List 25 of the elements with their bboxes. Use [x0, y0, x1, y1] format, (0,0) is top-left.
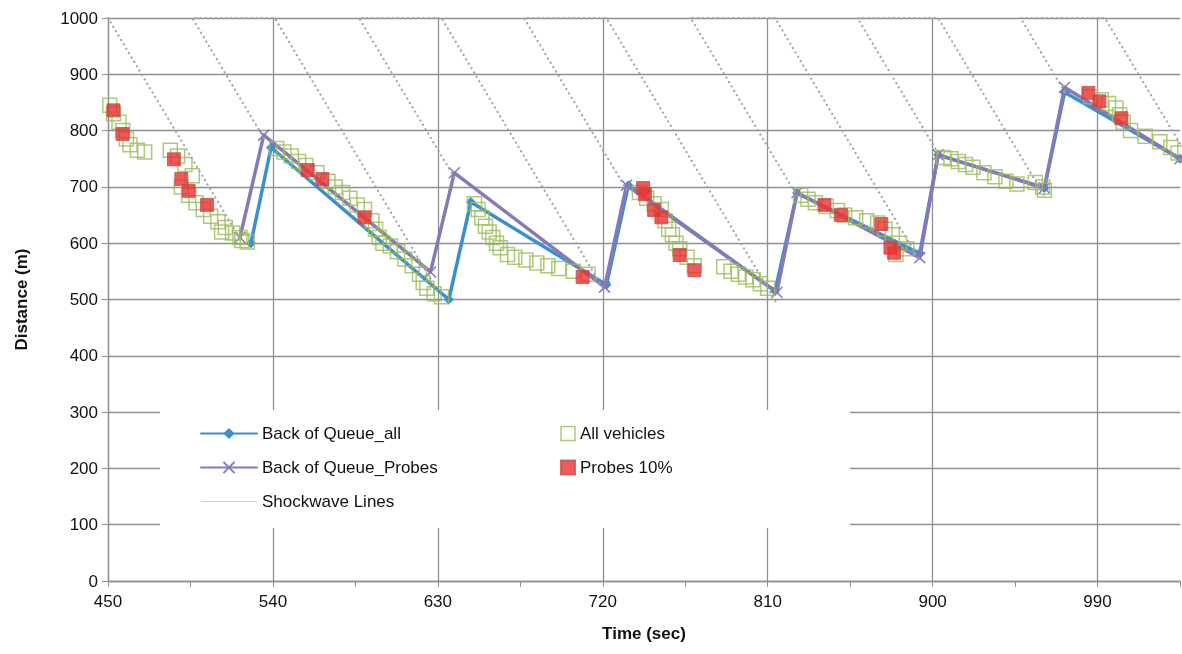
y-tick-label: 1000 [60, 8, 98, 28]
x-axis-title: Time (sec) [602, 624, 686, 643]
y-tick-label: 0 [88, 571, 98, 591]
x-tick-label: 810 [753, 592, 782, 611]
y-tick-label: 200 [69, 458, 98, 478]
y-axis-title: Distance (m) [12, 248, 31, 351]
x-tick-label: 540 [258, 592, 288, 611]
y-tick-label: 400 [69, 346, 98, 366]
x-tick-label: 450 [93, 592, 123, 611]
y-tick-label: 500 [69, 290, 98, 309]
x-tick-label: 990 [1083, 592, 1112, 611]
y-tick-label: 600 [69, 233, 98, 253]
x-tick-label: 900 [918, 592, 947, 611]
y-tick-label: 800 [69, 121, 98, 141]
y-tick-label: 300 [69, 402, 98, 422]
x-tick-label: 630 [423, 592, 453, 611]
legend-label: All vehicles [580, 424, 666, 443]
y-tick-label: 900 [69, 64, 98, 84]
y-tick-label: 100 [69, 515, 98, 535]
legend-label: Probes 10% [580, 458, 673, 477]
x-tick-label: 720 [588, 592, 617, 611]
legend-label: Back of Queue_all [262, 424, 401, 443]
legend-label: Back of Queue_Probes [262, 458, 438, 477]
legend-label: Shockwave Lines [262, 492, 395, 511]
y-tick-label: 700 [69, 177, 98, 197]
